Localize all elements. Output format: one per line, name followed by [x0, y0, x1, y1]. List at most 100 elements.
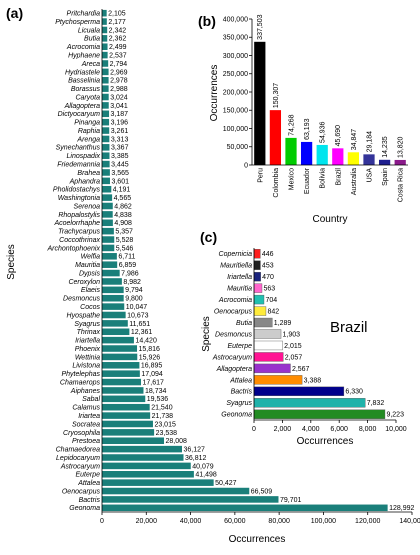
panel-a-value-label: 14,420	[135, 338, 157, 345]
panel-b-value-label: 337,503	[257, 14, 264, 39]
panel-a-bar	[102, 93, 109, 101]
panel-a-value-label: 3,385	[111, 153, 129, 160]
panel-b-y-tick-label: 150,000	[223, 108, 248, 115]
panel-a-value-label: 15,816	[139, 346, 161, 353]
panel-b-y-tick-label: 200,000	[223, 89, 248, 96]
panel-a-bar	[102, 185, 112, 193]
panel-a-bar	[102, 127, 110, 134]
panel-a-category-label: Archontophoenix	[46, 245, 100, 252]
panel-a-bar	[102, 496, 279, 503]
panel-a-value-label: 41,498	[195, 472, 217, 479]
panel-c-x-tick-label: 6,000	[330, 426, 348, 433]
panel-c-value-label: 2,015	[284, 343, 302, 350]
panel-a-bar	[102, 60, 109, 67]
panel-c-category-label: Butia	[236, 320, 252, 327]
panel-a-x-tick-label: 140,000	[399, 518, 420, 525]
panel-a-category-label: Caryota	[75, 94, 100, 101]
panel-c-value-label: 446	[262, 251, 274, 258]
panel-a-bar	[102, 227, 114, 235]
panel-a-bar	[102, 420, 153, 428]
panel-c-bar	[253, 409, 386, 419]
panel-a-value-label: 3,041	[110, 103, 128, 110]
panel-b-category-label: Peru	[257, 168, 264, 183]
panel-c-y-axis-title: Species	[201, 316, 212, 352]
panel-a-bar	[102, 211, 113, 218]
panel-b-bar	[394, 159, 406, 165]
panel-a-category-label: Socratea	[72, 421, 100, 428]
panel-a-value-label: 5,528	[116, 237, 134, 244]
panel-a-category-label: Cryosophila	[63, 430, 100, 437]
panel-c-value-label: 1,903	[283, 331, 301, 338]
panel-a-category-label: Dictyocaryum	[58, 111, 101, 118]
panel-a-category-label: Butia	[84, 36, 100, 43]
panel-a-bar	[102, 462, 191, 470]
panel-a-bar	[102, 144, 110, 151]
panel-c-value-label: 1,289	[274, 320, 292, 327]
panel-a-bar	[102, 370, 140, 377]
panel-a-category-label: Dypsis	[79, 270, 101, 277]
panel-a-bar	[102, 169, 110, 176]
panel-a-value-label: 5,357	[115, 229, 133, 236]
panel-a-category-label: Licuala	[78, 27, 100, 34]
panel-a-value-label: 4,862	[114, 203, 132, 210]
panel-a-value-label: 2,537	[109, 53, 127, 60]
panel-a-x-tick-label: 80,000	[268, 518, 290, 525]
panel-a-value-label: 12,361	[131, 329, 153, 336]
panel-a-bar	[102, 395, 146, 403]
panel-a-category-label: Brahea	[77, 170, 100, 177]
panel-a-bar	[102, 504, 388, 512]
panel-b-y-tick-label: 100,000	[223, 126, 248, 133]
panel-b-category-label: Brazil	[335, 168, 342, 186]
panel-b-y-tick-label: 50,000	[227, 144, 249, 151]
panel-a-bar	[102, 219, 113, 227]
panel-a-category-label: Pholidostachys	[53, 187, 101, 194]
panel-b-y-tick-label: 300,000	[223, 53, 248, 60]
panel-c-bar	[253, 317, 273, 328]
panel-c-bar	[253, 340, 283, 351]
panel-a-category-label: Syagrus	[74, 321, 100, 328]
panel-a-bar	[102, 253, 117, 260]
panel-c-value-label: 2,567	[292, 366, 310, 373]
panel-c-bar	[253, 294, 265, 305]
panel-a: (a) Pritchardia 2,105 Ptychosperma 2,177 Licu…	[6, 5, 420, 545]
panel-c-value-label: 470	[262, 274, 274, 281]
panel-a-bar	[102, 387, 144, 394]
panel-a-x-tick-label: 40,000	[180, 518, 202, 525]
panel-a-y-axis-title: Species	[6, 244, 17, 280]
panel-a-category-label: Chamaedorea	[56, 447, 100, 454]
panel-a-bar	[102, 152, 110, 159]
panel-a-bar	[102, 454, 184, 461]
panel-b: (b) 337,503 Peru 150,307 Colombia 74,268 Mexic…	[198, 13, 408, 225]
panel-a-bar	[102, 51, 108, 59]
panel-b-bar	[269, 110, 282, 165]
panel-b-letter: (b)	[198, 13, 216, 29]
panel-a-bar	[102, 303, 125, 310]
panel-a-category-label: Aphandra	[69, 178, 100, 185]
panel-b-bar	[332, 148, 344, 165]
panel-a-value-label: 36,812	[185, 455, 207, 462]
panel-c-bar	[253, 283, 263, 293]
panel-b-value-label: 54,936	[320, 121, 327, 143]
panel-c: (c) Brazil Copernicia 446 Mauritiella 453 Iria…	[200, 229, 407, 447]
panel-c-category-label: Acrocomia	[218, 297, 252, 304]
panel-b-category-label: Costa Rica	[398, 168, 405, 202]
panel-c-category-label: Allagoptera	[216, 366, 253, 373]
panel-a-category-label: Oenocarpus	[62, 488, 101, 495]
panel-a-category-label: Lepidocaryum	[56, 455, 100, 462]
panel-a-value-label: 9,794	[125, 287, 143, 294]
panel-a-value-label: 3,313	[111, 136, 129, 143]
panel-a-value-label: 3,187	[111, 111, 129, 118]
panel-a-value-label: 18,734	[145, 388, 167, 395]
panel-b-y-tick-label: 250,000	[223, 71, 248, 78]
panel-a-bar	[102, 412, 151, 419]
panel-b-bar	[363, 154, 375, 165]
panel-b-y-tick-label: 0	[244, 162, 248, 169]
panel-b-category-label: Australia	[351, 168, 358, 195]
panel-a-value-label: 28,008	[166, 438, 188, 445]
panel-b-y-tick-label: 350,000	[223, 35, 248, 42]
panel-c-x-tick-label: 8,000	[359, 426, 377, 433]
panel-a-category-label: Prestoea	[72, 438, 100, 445]
panel-b-category-label: USA	[367, 168, 374, 183]
panel-a-value-label: 2,794	[110, 61, 128, 68]
